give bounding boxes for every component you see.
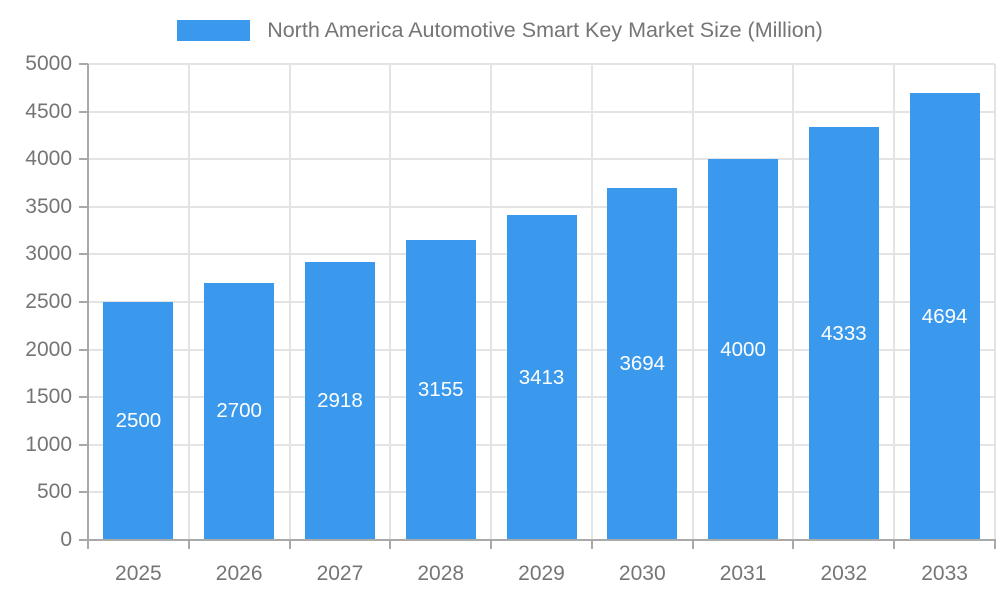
x-axis-tick-label: 2025 bbox=[115, 562, 162, 585]
x-axis-tick bbox=[187, 540, 190, 549]
x-gridline bbox=[187, 64, 190, 540]
x-gridline bbox=[590, 64, 593, 540]
bar-value-label: 3155 bbox=[417, 377, 464, 401]
y-axis-tick bbox=[79, 158, 88, 161]
y-axis-tick bbox=[79, 348, 88, 351]
bar-value-label: 3413 bbox=[518, 365, 565, 389]
x-axis-tick bbox=[691, 540, 694, 549]
x-axis-tick-label: 2028 bbox=[417, 562, 465, 585]
y-axis-tick bbox=[79, 396, 88, 399]
bar-value-label: 3694 bbox=[619, 352, 666, 376]
x-axis-tick bbox=[792, 540, 795, 549]
bar-2025[interactable]: 2500 bbox=[103, 302, 174, 540]
y-gridline bbox=[88, 158, 995, 161]
x-axis-line bbox=[87, 539, 996, 541]
bar-value-label: 2500 bbox=[115, 409, 162, 432]
y-gridline bbox=[88, 205, 995, 208]
x-gridline bbox=[893, 64, 896, 540]
x-axis-tick bbox=[389, 540, 392, 549]
y-axis-tick-label: 500 bbox=[36, 480, 72, 504]
y-axis-tick-label: 4500 bbox=[25, 99, 72, 123]
x-gridline bbox=[490, 64, 493, 540]
y-axis-tick-label: 1500 bbox=[25, 385, 72, 409]
x-axis-tick-label: 2027 bbox=[316, 562, 364, 585]
y-axis-tick-label: 2500 bbox=[25, 290, 72, 313]
x-axis-tick-label: 2029 bbox=[518, 562, 565, 585]
y-axis-tick-label: 4000 bbox=[25, 147, 72, 171]
y-axis-tick-label: 3000 bbox=[25, 242, 72, 266]
x-gridline bbox=[792, 64, 795, 540]
y-axis-tick-label: 2000 bbox=[25, 337, 72, 361]
bar-2028[interactable]: 3155 bbox=[405, 239, 476, 540]
x-axis-tick bbox=[893, 540, 896, 549]
x-axis-tick bbox=[87, 540, 89, 549]
y-axis-tick bbox=[79, 205, 88, 208]
x-axis-tick-label: 2030 bbox=[618, 562, 666, 585]
y-axis-tick bbox=[79, 253, 88, 256]
y-axis-tick-label: 0 bbox=[60, 528, 72, 551]
y-axis-tick-label: 1000 bbox=[25, 432, 72, 456]
y-axis-tick bbox=[79, 491, 88, 494]
y-gridline bbox=[88, 110, 995, 113]
bar-value-label: 4694 bbox=[921, 304, 968, 328]
x-axis-tick bbox=[490, 540, 493, 549]
bar-value-label: 2918 bbox=[317, 389, 363, 413]
y-axis-tick bbox=[79, 301, 88, 303]
y-gridline bbox=[88, 63, 995, 65]
bar-2030[interactable]: 3694 bbox=[607, 188, 678, 540]
y-axis-tick bbox=[79, 63, 88, 65]
x-axis-tick bbox=[288, 540, 291, 549]
bar-value-label: 2700 bbox=[216, 399, 262, 423]
bar-value-label: 4000 bbox=[720, 337, 766, 361]
x-axis-tick bbox=[590, 540, 593, 549]
y-axis-tick-label: 5000 bbox=[25, 52, 72, 75]
bar-2027[interactable]: 2918 bbox=[304, 262, 375, 540]
y-axis-tick bbox=[79, 539, 88, 541]
x-axis-tick-label: 2031 bbox=[719, 562, 767, 585]
bar-2029[interactable]: 3413 bbox=[506, 215, 577, 540]
x-gridline bbox=[389, 64, 392, 540]
bar-value-label: 4333 bbox=[821, 321, 867, 345]
y-axis-tick bbox=[79, 110, 88, 113]
x-gridline bbox=[994, 64, 996, 540]
bar-2033[interactable]: 4694 bbox=[909, 93, 980, 540]
bar-2031[interactable]: 4000 bbox=[708, 159, 779, 540]
chart-legend[interactable]: North America Automotive Smart Key Marke… bbox=[0, 14, 1000, 46]
legend-label: North America Automotive Smart Key Marke… bbox=[267, 17, 823, 42]
x-axis-tick-label: 2026 bbox=[215, 562, 263, 585]
x-gridline bbox=[288, 64, 291, 540]
x-axis-tick-label: 2033 bbox=[921, 562, 968, 585]
y-axis-tick-label: 3500 bbox=[25, 194, 72, 218]
y-axis-tick bbox=[79, 443, 88, 446]
legend-swatch[interactable] bbox=[177, 19, 251, 41]
bar-2032[interactable]: 4333 bbox=[808, 127, 879, 540]
y-axis-line bbox=[87, 64, 89, 542]
x-axis-tick-label: 2032 bbox=[820, 562, 868, 585]
x-axis-tick bbox=[994, 540, 996, 549]
bar-2026[interactable]: 2700 bbox=[204, 282, 275, 540]
x-gridline bbox=[691, 64, 694, 540]
